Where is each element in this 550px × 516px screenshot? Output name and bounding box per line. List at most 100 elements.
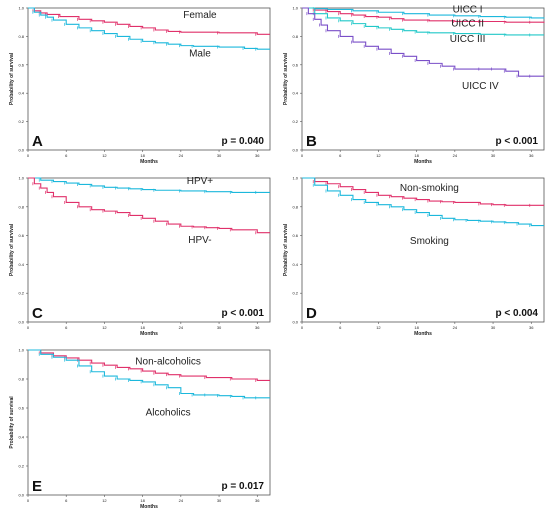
y-tick-label: 0.4	[18, 91, 24, 96]
panel-letter: B	[306, 133, 317, 150]
x-tick-label: 0	[27, 325, 30, 330]
series-line-male	[28, 7, 270, 50]
y-tick-label: 0.6	[292, 233, 298, 238]
x-tick-label: 0	[301, 153, 304, 158]
x-tick-label: 24	[453, 325, 458, 330]
y-axis-label: Probability of survival	[9, 223, 15, 276]
series-line-uicc-iv	[302, 7, 544, 77]
y-tick-label: 0.8	[292, 204, 298, 209]
y-tick-label: 0.0	[292, 320, 298, 325]
x-tick-label: 30	[491, 325, 496, 330]
panel-c: 0.0 0.2 0.4 0.6 0.8 1.0 0 6 12 18 24 30 36 Months Prob…	[4, 174, 272, 338]
series-label: Non-alcoholics	[135, 357, 201, 368]
x-tick-label: 36	[255, 153, 260, 158]
series-label: HPV-	[188, 235, 211, 246]
y-tick-label: 0.8	[18, 377, 24, 382]
x-tick-label: 18	[414, 325, 419, 330]
y-axis-label: Probability of survival	[283, 223, 289, 276]
y-tick-label: 0.0	[18, 148, 24, 153]
series-line-non-alcoholics	[28, 349, 270, 381]
series-label: Female	[183, 10, 217, 21]
series-label: UICC III	[450, 34, 486, 45]
series-label: Alcoholics	[146, 407, 191, 418]
y-tick-label: 0.2	[18, 119, 24, 124]
x-tick-label: 6	[65, 325, 68, 330]
y-tick-label: 0.0	[18, 320, 24, 325]
plot-frame	[301, 177, 545, 323]
y-tick-label: 0.4	[292, 262, 298, 267]
x-axis-label: Months	[140, 331, 158, 337]
y-tick-label: 1.0	[292, 176, 298, 181]
x-tick-label: 0	[27, 153, 30, 158]
p-value: p = 0.040	[221, 136, 264, 147]
x-tick-label: 30	[491, 153, 496, 158]
x-tick-label: 30	[217, 325, 222, 330]
plot-frame	[27, 177, 271, 323]
chart-e: 0.0 0.2 0.4 0.6 0.8 1.0 0 6 12 18 24 30 36 Months Prob…	[9, 348, 271, 510]
y-tick-label: 0.6	[18, 406, 24, 411]
panel-letter: C	[32, 305, 43, 322]
y-tick-label: 0.6	[292, 62, 298, 67]
x-tick-label: 0	[27, 498, 30, 503]
y-tick-label: 0.8	[18, 204, 24, 209]
p-value: p < 0.004	[495, 308, 538, 319]
x-tick-label: 0	[301, 325, 304, 330]
panel-a: 0.0 0.2 0.4 0.6 0.8 1.0 0 6 12 18 24 30 36 Months Prob…	[4, 4, 272, 166]
y-tick-label: 0.4	[18, 435, 24, 440]
series-line-smoking	[302, 177, 544, 227]
series-line-non-smoking	[302, 177, 544, 206]
p-value: p < 0.001	[221, 308, 264, 319]
series-line-alcoholics	[28, 349, 270, 399]
series-label: UICC IV	[462, 81, 499, 92]
y-axis-label: Probability of survival	[283, 52, 289, 105]
y-tick-label: 1.0	[18, 6, 24, 11]
x-tick-label: 6	[65, 153, 68, 158]
y-tick-label: 0.6	[18, 62, 24, 67]
x-tick-label: 12	[376, 153, 381, 158]
plot-frame	[27, 349, 271, 496]
x-tick-label: 36	[529, 153, 534, 158]
x-tick-label: 24	[179, 498, 184, 503]
chart-d: 0.0 0.2 0.4 0.6 0.8 1.0 0 6 12 18 24 30 36 Months Prob…	[283, 176, 545, 337]
x-tick-label: 12	[376, 325, 381, 330]
y-tick-label: 0.0	[292, 148, 298, 153]
plot-frame	[301, 7, 545, 151]
y-tick-label: 1.0	[18, 348, 24, 353]
y-axis-label: Probability of survival	[9, 396, 15, 449]
series-line-uicc-ii	[302, 7, 545, 23]
series-label: HPV+	[187, 176, 214, 187]
y-tick-label: 0.2	[18, 464, 24, 469]
series-label: UICC II	[451, 18, 484, 29]
y-tick-label: 0.2	[292, 291, 298, 296]
x-tick-label: 30	[217, 498, 222, 503]
series-line-uicc-iii	[302, 7, 544, 36]
x-tick-label: 18	[140, 325, 145, 330]
series-label: Non-smoking	[400, 183, 459, 194]
y-tick-label: 1.0	[292, 6, 298, 11]
chart-b: 0.0 0.2 0.4 0.6 0.8 1.0 0 6 12 18 24 30 36 Months Prob…	[283, 4, 545, 165]
panel-b: 0.0 0.2 0.4 0.6 0.8 1.0 0 6 12 18 24 30 36 Months Prob…	[278, 4, 546, 166]
y-axis-label: Probability of survival	[9, 52, 15, 105]
panel-d: 0.0 0.2 0.4 0.6 0.8 1.0 0 6 12 18 24 30 36 Months Prob…	[278, 174, 546, 338]
x-tick-label: 36	[255, 498, 260, 503]
series-line-hpv-	[28, 177, 270, 234]
series-label: UICC I	[453, 4, 483, 15]
y-tick-label: 0.4	[292, 91, 298, 96]
p-value: p < 0.001	[495, 136, 538, 147]
y-tick-label: 0.8	[292, 34, 298, 39]
y-tick-label: 1.0	[18, 176, 24, 181]
x-tick-label: 6	[339, 325, 342, 330]
series-line-hpv-	[28, 177, 270, 193]
x-tick-label: 36	[255, 325, 260, 330]
series-line-uicc-i	[302, 7, 545, 19]
x-tick-label: 36	[529, 325, 534, 330]
y-tick-label: 0.0	[18, 493, 24, 498]
panel-letter: E	[32, 478, 42, 495]
x-axis-label: Months	[140, 159, 158, 165]
x-axis-label: Months	[414, 159, 432, 165]
x-axis-label: Months	[140, 504, 158, 510]
panel-letter: A	[32, 133, 43, 150]
panel-e: 0.0 0.2 0.4 0.6 0.8 1.0 0 6 12 18 24 30 36 Months Prob…	[4, 346, 272, 511]
series-label: Male	[189, 48, 211, 59]
x-tick-label: 30	[217, 153, 222, 158]
